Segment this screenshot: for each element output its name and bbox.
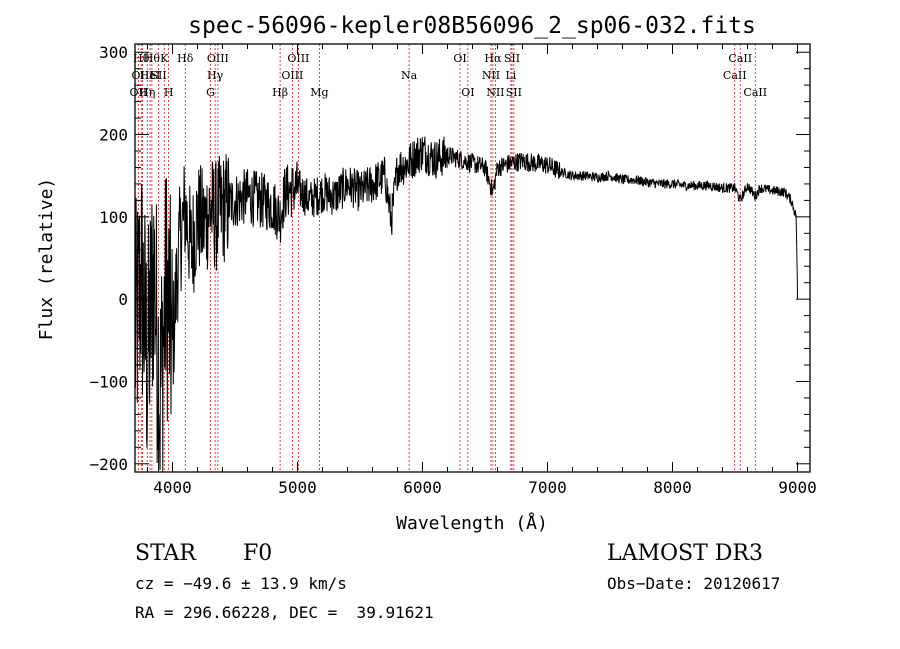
plot-frame (134, 43, 811, 473)
y-tick-label: 200 (99, 126, 128, 145)
y-axis-label: Flux (relative) (36, 178, 57, 341)
spectral-line-label: SII (506, 86, 522, 99)
obs-date-text: Obs−Date: 20120617 (607, 574, 781, 593)
spectral-line-label: Hη (139, 86, 155, 99)
spectral-line-label: OIII (281, 69, 303, 82)
flux-series-line (134, 136, 798, 473)
spectral-line-label: OI (453, 52, 466, 65)
spectral-line-label: OIII (287, 52, 309, 65)
x-axis-label: Wavelength (Å) (396, 512, 548, 534)
spectral-line-label: Hδ (177, 52, 194, 65)
spectral-line-label: SII (151, 69, 167, 82)
y-tick-label: 0 (118, 290, 128, 309)
y-tick-label: −100 (89, 372, 128, 391)
spectral-line-label: Mg (310, 86, 328, 99)
spectral-line-markers (137, 44, 756, 472)
object-subclass: F0 (243, 541, 273, 566)
spectral-line-label: Hθ (144, 52, 161, 65)
x-tick-label: 5000 (278, 478, 317, 497)
spectral-line-label: OI (461, 86, 474, 99)
redshift-text: cz = −49.6 ± 13.9 km/s (135, 574, 347, 593)
x-tick-label: 7000 (528, 478, 567, 497)
spectral-line-label: NII (482, 69, 500, 82)
spectral-line-label: H (164, 86, 174, 99)
x-tick-label: 8000 (653, 478, 692, 497)
spectral-line-label: HeI (140, 69, 160, 82)
x-tick-label: 4000 (153, 478, 192, 497)
spectral-line-label: K (160, 52, 169, 65)
spectral-line-label: CaII (728, 52, 752, 65)
spectral-line-label: Hθ (133, 52, 150, 65)
spectral-line-label: G (206, 86, 215, 99)
axis-ticks: 4000 5000 6000 7000 8000 9000 −200 −100 0 100 200 3… (89, 43, 816, 497)
coordinates-text: RA = 296.66228, DEC = 39.91621 (135, 603, 434, 622)
spectral-line-label: OII (130, 86, 148, 99)
x-tick-label: 9000 (778, 478, 817, 497)
spectral-line-label: Hγ (207, 69, 224, 82)
spectral-line-label: OIII (207, 52, 229, 65)
spectral-line-label: CaII (743, 86, 767, 99)
spectral-line-label: CaII (723, 69, 747, 82)
spectral-line-label: OIII (131, 69, 153, 82)
x-tick-label: 6000 (403, 478, 442, 497)
spectral-line-label: NII (486, 86, 504, 99)
y-tick-label: 100 (99, 208, 128, 227)
y-tick-label: 300 (99, 43, 128, 62)
object-class: STAR (135, 541, 196, 566)
spectral-line-label: Hβ (272, 86, 288, 99)
spectral-line-label: Hα (484, 52, 502, 65)
spectral-line-label: Na (401, 69, 418, 82)
spectral-line-label: SII (504, 52, 520, 65)
y-tick-label: −200 (89, 455, 128, 474)
spectral-line-label: Li (505, 69, 516, 82)
survey-name: LAMOST DR3 (607, 541, 763, 566)
chart-title: spec-56096-kepler08B56096_2_sp06-032.fit… (188, 13, 756, 39)
spectral-line-labels: OIIHθOIIIHηHeIHθSIIKHHδGHγOIIIHβOIIIOIII… (130, 52, 768, 99)
